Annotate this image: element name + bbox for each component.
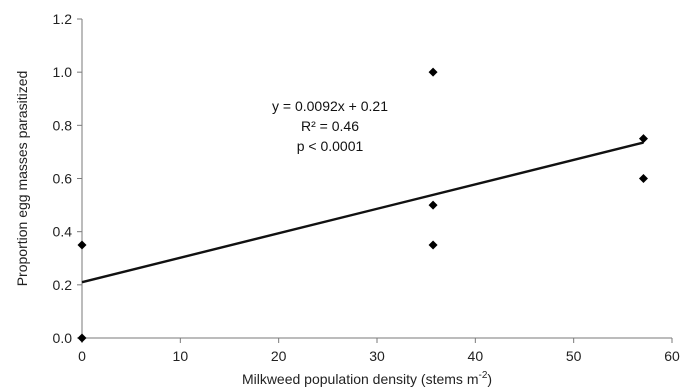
data-point: [428, 200, 438, 210]
trendline: [81, 141, 644, 284]
y-tick-label: 0.4: [53, 224, 73, 240]
x-axis-ticks: 0 10 20 30 40 50 60: [78, 338, 680, 364]
data-point: [77, 240, 87, 250]
regression-annotation: y = 0.0092x + 0.21 R² = 0.46 p < 0.0001: [272, 98, 388, 154]
annotation-equation: y = 0.0092x + 0.21: [272, 98, 388, 114]
annotation-r-squared: R² = 0.46: [301, 118, 359, 134]
x-axis-title: Milkweed population density (stems m-2): [242, 370, 492, 387]
y-tick-label: 1.0: [53, 64, 73, 80]
x-axis-title-suffix: ): [487, 371, 492, 387]
axes: [81, 19, 672, 339]
data-point: [77, 333, 87, 343]
x-axis-title-superscript: -2: [478, 370, 487, 381]
x-axis-title-main: Milkweed population density (stems m: [242, 371, 479, 387]
x-tick-label: 30: [369, 348, 385, 364]
x-tick-label: 20: [271, 348, 287, 364]
y-tick-label: 0.0: [53, 330, 73, 346]
data-point: [638, 174, 648, 183]
x-tick-label: 50: [566, 348, 582, 364]
y-tick-label: 1.2: [53, 11, 73, 27]
x-tick-label: 60: [664, 348, 680, 364]
x-tick-label: 10: [173, 348, 189, 364]
x-tick-label: 40: [468, 348, 484, 364]
y-axis-ticks: 0.0 0.2 0.4 0.6 0.8 1.0 1.2: [53, 11, 82, 346]
annotation-p-value: p < 0.0001: [297, 138, 364, 154]
data-point: [428, 240, 438, 250]
data-points: [77, 67, 648, 343]
y-tick-label: 0.6: [53, 171, 73, 187]
data-point: [428, 67, 438, 77]
x-tick-label: 0: [78, 348, 86, 364]
y-axis-title: Proportion egg masses parasitized: [14, 71, 30, 287]
y-tick-label: 0.8: [53, 117, 73, 133]
data-point: [638, 134, 648, 144]
y-tick-label: 0.2: [53, 277, 73, 293]
